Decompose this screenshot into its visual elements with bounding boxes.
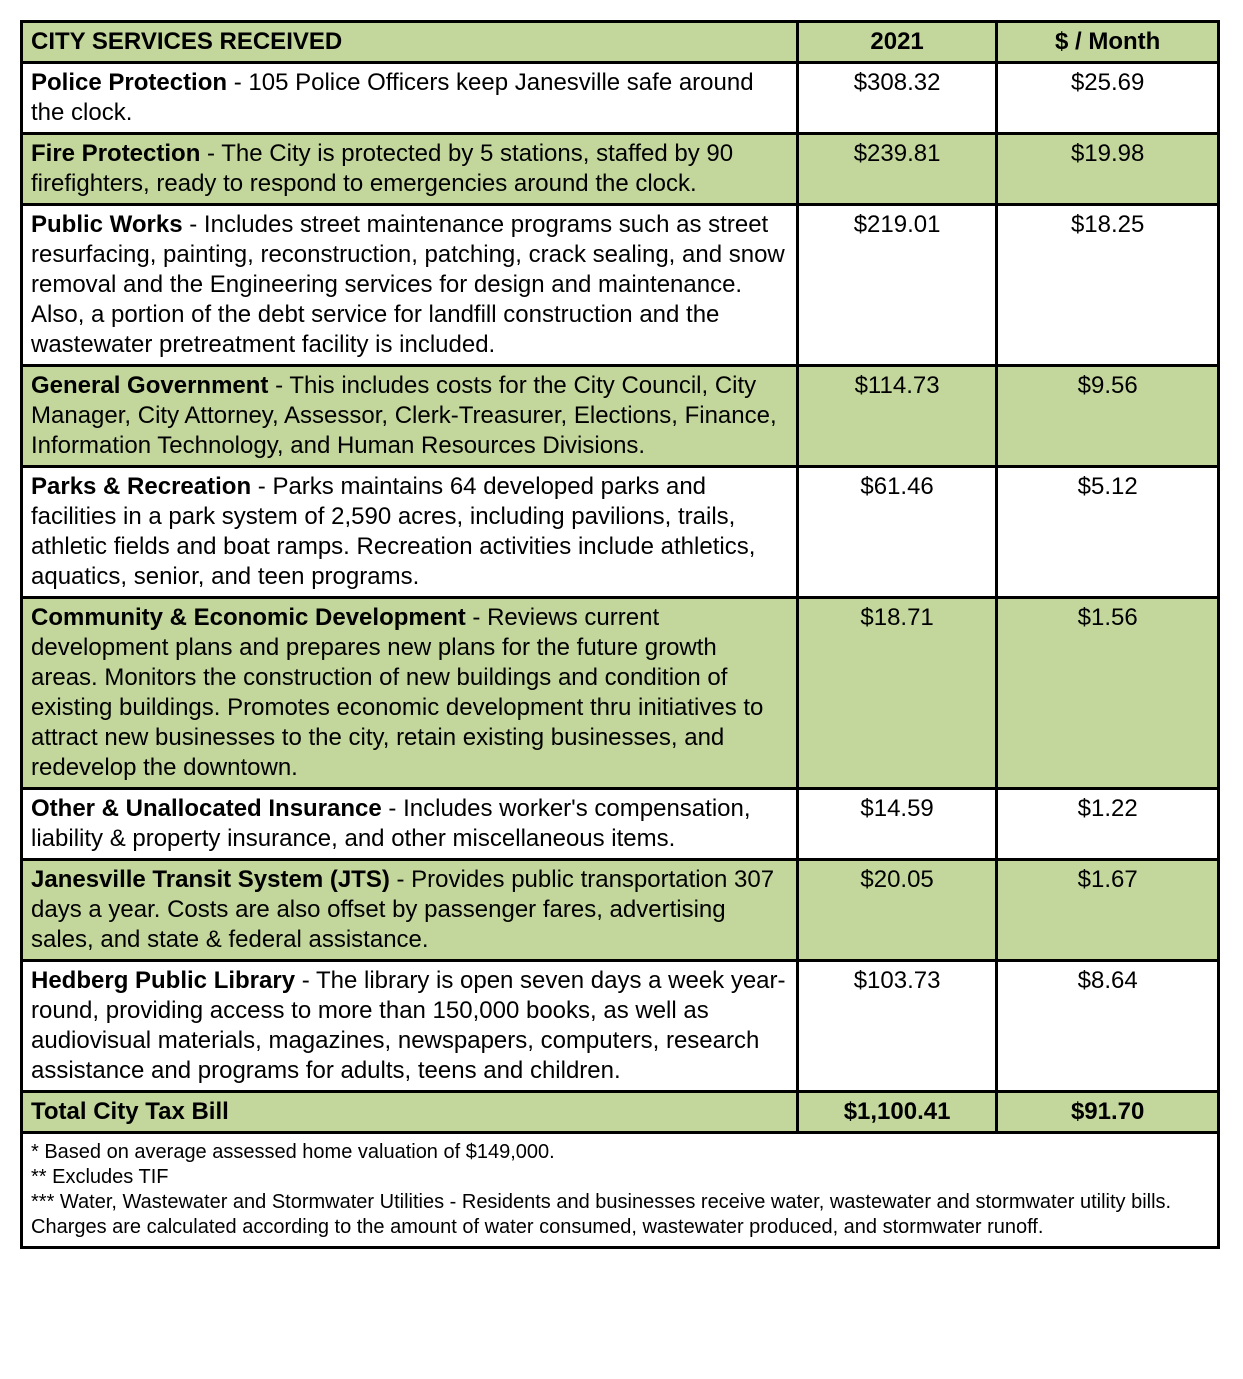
service-title: Public Works [31, 211, 183, 238]
service-title: Community & Economic Development [31, 604, 466, 631]
month-value: $1.67 [997, 860, 1219, 961]
header-title: CITY SERVICES RECEIVED [22, 22, 798, 63]
table-row: General Government - This includes costs… [22, 366, 1219, 467]
service-cell: Fire Protection - The City is protected … [22, 134, 798, 205]
year-value: $14.59 [797, 789, 997, 860]
table-header-row: CITY SERVICES RECEIVED 2021 $ / Month [22, 22, 1219, 63]
month-value: $5.12 [997, 467, 1219, 598]
footnotes-row: * Based on average assessed home valuati… [22, 1133, 1219, 1248]
city-services-table: CITY SERVICES RECEIVED 2021 $ / Month Po… [20, 20, 1220, 1249]
service-cell: Other & Unallocated Insurance - Includes… [22, 789, 798, 860]
year-value: $219.01 [797, 205, 997, 366]
total-label: Total City Tax Bill [22, 1092, 798, 1133]
year-value: $61.46 [797, 467, 997, 598]
month-value: $1.22 [997, 789, 1219, 860]
service-title: Janesville Transit System (JTS) [31, 866, 390, 893]
footnote-line: *** Water, Wastewater and Stormwater Uti… [31, 1190, 1209, 1240]
table-row: Public Works - Includes street maintenan… [22, 205, 1219, 366]
year-value: $239.81 [797, 134, 997, 205]
footnote-line: * Based on average assessed home valuati… [31, 1140, 1209, 1165]
service-title: Police Protection [31, 69, 227, 96]
service-cell: Police Protection - 105 Police Officers … [22, 63, 798, 134]
service-title: Other & Unallocated Insurance [31, 795, 382, 822]
table-row: Fire Protection - The City is protected … [22, 134, 1219, 205]
table-row: Police Protection - 105 Police Officers … [22, 63, 1219, 134]
year-value: $308.32 [797, 63, 997, 134]
month-value: $1.56 [997, 598, 1219, 789]
year-value: $103.73 [797, 961, 997, 1092]
service-cell: Parks & Recreation - Parks maintains 64 … [22, 467, 798, 598]
header-month: $ / Month [997, 22, 1219, 63]
service-title: Hedberg Public Library [31, 967, 295, 994]
service-title: Parks & Recreation [31, 473, 251, 500]
table-row: Hedberg Public Library - The library is … [22, 961, 1219, 1092]
total-row: Total City Tax Bill $1,100.41 $91.70 [22, 1092, 1219, 1133]
service-cell: Janesville Transit System (JTS) - Provid… [22, 860, 798, 961]
footnote-line: ** Excludes TIF [31, 1165, 1209, 1190]
year-value: $20.05 [797, 860, 997, 961]
service-title: General Government [31, 372, 268, 399]
header-year: 2021 [797, 22, 997, 63]
table-row: Community & Economic Development - Revie… [22, 598, 1219, 789]
footnotes-cell: * Based on average assessed home valuati… [22, 1133, 1219, 1248]
year-value: $114.73 [797, 366, 997, 467]
service-cell: Community & Economic Development - Revie… [22, 598, 798, 789]
service-cell: Hedberg Public Library - The library is … [22, 961, 798, 1092]
service-cell: General Government - This includes costs… [22, 366, 798, 467]
month-value: $8.64 [997, 961, 1219, 1092]
total-year: $1,100.41 [797, 1092, 997, 1133]
month-value: $9.56 [997, 366, 1219, 467]
total-month: $91.70 [997, 1092, 1219, 1133]
table-row: Parks & Recreation - Parks maintains 64 … [22, 467, 1219, 598]
table-row: Janesville Transit System (JTS) - Provid… [22, 860, 1219, 961]
year-value: $18.71 [797, 598, 997, 789]
month-value: $19.98 [997, 134, 1219, 205]
month-value: $18.25 [997, 205, 1219, 366]
service-cell: Public Works - Includes street maintenan… [22, 205, 798, 366]
service-title: Fire Protection [31, 140, 200, 167]
table-row: Other & Unallocated Insurance - Includes… [22, 789, 1219, 860]
month-value: $25.69 [997, 63, 1219, 134]
